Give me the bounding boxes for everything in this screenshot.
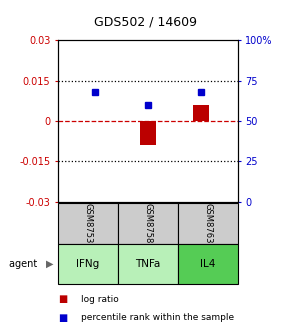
- Text: agent: agent: [9, 259, 40, 269]
- Text: GSM8753: GSM8753: [84, 203, 93, 244]
- Text: TNFa: TNFa: [135, 259, 161, 269]
- Text: GSM8758: GSM8758: [143, 203, 153, 244]
- Bar: [140, 121, 156, 145]
- Text: IL4: IL4: [200, 259, 215, 269]
- Text: ■: ■: [58, 312, 67, 323]
- Text: IFNg: IFNg: [76, 259, 99, 269]
- Bar: [193, 105, 209, 121]
- Text: log ratio: log ratio: [81, 295, 119, 303]
- Text: GSM8763: GSM8763: [203, 203, 212, 244]
- Text: GDS502 / 14609: GDS502 / 14609: [93, 15, 197, 28]
- Text: percentile rank within the sample: percentile rank within the sample: [81, 313, 234, 322]
- Text: ■: ■: [58, 294, 67, 304]
- Text: ▶: ▶: [46, 259, 54, 269]
